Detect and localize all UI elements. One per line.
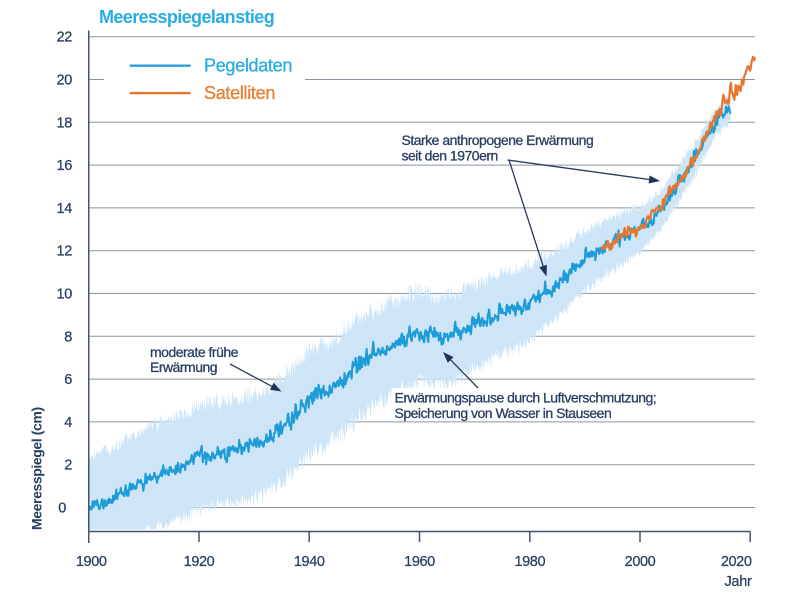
svg-text:14: 14 <box>56 201 72 217</box>
svg-text:10: 10 <box>56 287 72 303</box>
svg-text:20: 20 <box>56 73 72 89</box>
svg-text:2: 2 <box>64 458 72 474</box>
svg-text:1920: 1920 <box>184 554 215 570</box>
svg-text:moderate frühe: moderate frühe <box>150 344 239 360</box>
svg-text:Pegeldaten: Pegeldaten <box>204 56 292 76</box>
svg-text:6: 6 <box>64 372 72 388</box>
svg-text:0: 0 <box>58 501 66 517</box>
svg-text:8: 8 <box>64 329 72 345</box>
svg-text:Jahr: Jahr <box>724 574 751 590</box>
svg-text:Erwärmung: Erwärmung <box>150 359 217 375</box>
svg-text:22: 22 <box>56 30 72 46</box>
svg-text:Erwärmungspause durch Luftvers: Erwärmungspause durch Luftverschmutzung; <box>395 390 657 406</box>
svg-text:Satelliten: Satelliten <box>204 83 275 103</box>
svg-text:18: 18 <box>56 115 72 131</box>
svg-text:1940: 1940 <box>294 554 325 570</box>
svg-text:Meeresspiegel (cm): Meeresspiegel (cm) <box>29 407 45 530</box>
svg-text:1960: 1960 <box>404 554 435 570</box>
svg-text:2000: 2000 <box>625 554 656 570</box>
svg-text:16: 16 <box>56 158 72 174</box>
svg-text:Meeresspiegelanstieg: Meeresspiegelanstieg <box>99 7 274 27</box>
svg-text:Starke anthropogene Erwärmung: Starke anthropogene Erwärmung <box>402 132 594 148</box>
svg-text:seit den 1970ern: seit den 1970ern <box>402 148 498 164</box>
svg-text:Speicherung von Wasser in Stau: Speicherung von Wasser in Stauseen <box>395 405 612 421</box>
svg-text:1900: 1900 <box>76 554 107 570</box>
svg-text:12: 12 <box>56 244 72 260</box>
svg-text:1980: 1980 <box>514 554 545 570</box>
svg-text:2020: 2020 <box>721 554 752 570</box>
svg-text:4: 4 <box>64 415 72 431</box>
